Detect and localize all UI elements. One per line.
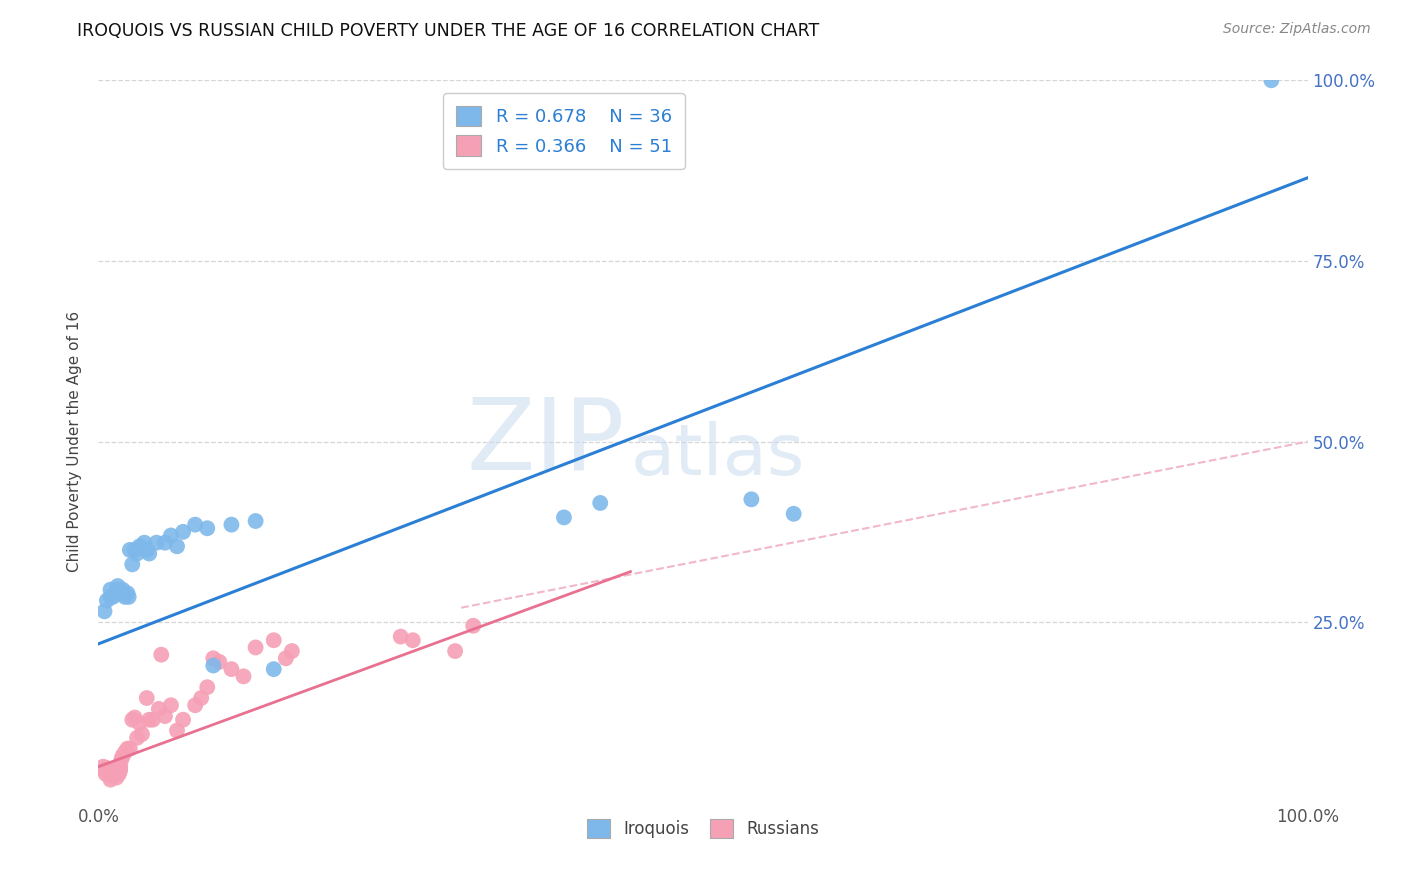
Point <box>128 539 150 553</box>
Point <box>117 741 139 756</box>
Point <box>111 748 134 763</box>
Point <box>105 767 128 781</box>
Point <box>134 535 156 549</box>
Point <box>782 507 804 521</box>
Point <box>263 662 285 676</box>
Point <box>553 510 575 524</box>
Point <box>589 496 612 510</box>
Point <box>389 630 412 644</box>
Point <box>153 535 176 549</box>
Point <box>94 767 117 781</box>
Point <box>96 593 118 607</box>
Point <box>124 542 146 557</box>
Point <box>281 644 304 658</box>
Point <box>100 768 122 782</box>
Point <box>118 741 141 756</box>
Point <box>160 698 183 713</box>
Point <box>100 582 122 597</box>
Text: atlas: atlas <box>630 422 804 491</box>
Point <box>105 582 128 597</box>
Text: Source: ZipAtlas.com: Source: ZipAtlas.com <box>1223 22 1371 37</box>
Legend: Iroquois, Russians: Iroquois, Russians <box>581 813 825 845</box>
Text: IROQUOIS VS RUSSIAN CHILD POVERTY UNDER THE AGE OF 16 CORRELATION CHART: IROQUOIS VS RUSSIAN CHILD POVERTY UNDER … <box>77 22 820 40</box>
Point <box>110 752 132 766</box>
Point <box>108 764 131 778</box>
Point <box>104 765 127 780</box>
Point <box>153 709 176 723</box>
Point <box>145 535 167 549</box>
Point <box>444 644 467 658</box>
Point <box>138 547 160 561</box>
Point <box>97 765 120 780</box>
Y-axis label: Child Poverty Under the Age of 16: Child Poverty Under the Age of 16 <box>67 311 83 572</box>
Point <box>91 760 114 774</box>
Point <box>105 771 128 785</box>
Point <box>138 713 160 727</box>
Point <box>150 648 173 662</box>
Point <box>172 713 194 727</box>
Point <box>166 539 188 553</box>
Point <box>117 586 139 600</box>
Point <box>127 731 149 745</box>
Point <box>107 579 129 593</box>
Point <box>245 514 267 528</box>
Point <box>98 768 121 782</box>
Point <box>166 723 188 738</box>
Point <box>131 727 153 741</box>
Point <box>118 542 141 557</box>
Point <box>100 764 122 779</box>
Point <box>128 716 150 731</box>
Point <box>114 590 136 604</box>
Point <box>124 710 146 724</box>
Point <box>274 651 297 665</box>
Point <box>202 658 225 673</box>
Point <box>190 691 212 706</box>
Point <box>135 542 157 557</box>
Point <box>1260 73 1282 87</box>
Point <box>221 662 243 676</box>
Point <box>121 558 143 572</box>
Point <box>101 764 124 778</box>
Point <box>93 764 115 778</box>
Point <box>221 517 243 532</box>
Point <box>740 492 762 507</box>
Point <box>184 698 207 713</box>
Point <box>108 586 131 600</box>
Point <box>103 768 125 782</box>
Point <box>114 745 136 759</box>
Point <box>160 528 183 542</box>
Point <box>245 640 267 655</box>
Point <box>208 655 231 669</box>
Point <box>127 547 149 561</box>
Point <box>232 669 254 683</box>
Point <box>402 633 425 648</box>
Point <box>108 767 131 781</box>
Point <box>100 590 122 604</box>
Point <box>93 604 115 618</box>
Point <box>184 517 207 532</box>
Point <box>172 524 194 539</box>
Point <box>195 521 218 535</box>
Point <box>100 772 122 787</box>
Point <box>142 713 165 727</box>
Point <box>111 582 134 597</box>
Point <box>108 760 131 774</box>
Point <box>121 713 143 727</box>
Text: ZIP: ZIP <box>465 393 624 490</box>
Point <box>148 702 170 716</box>
Point <box>135 691 157 706</box>
Point <box>101 590 124 604</box>
Point <box>463 619 485 633</box>
Point <box>202 651 225 665</box>
Point <box>195 680 218 694</box>
Point <box>118 590 141 604</box>
Point <box>263 633 285 648</box>
Point <box>96 761 118 775</box>
